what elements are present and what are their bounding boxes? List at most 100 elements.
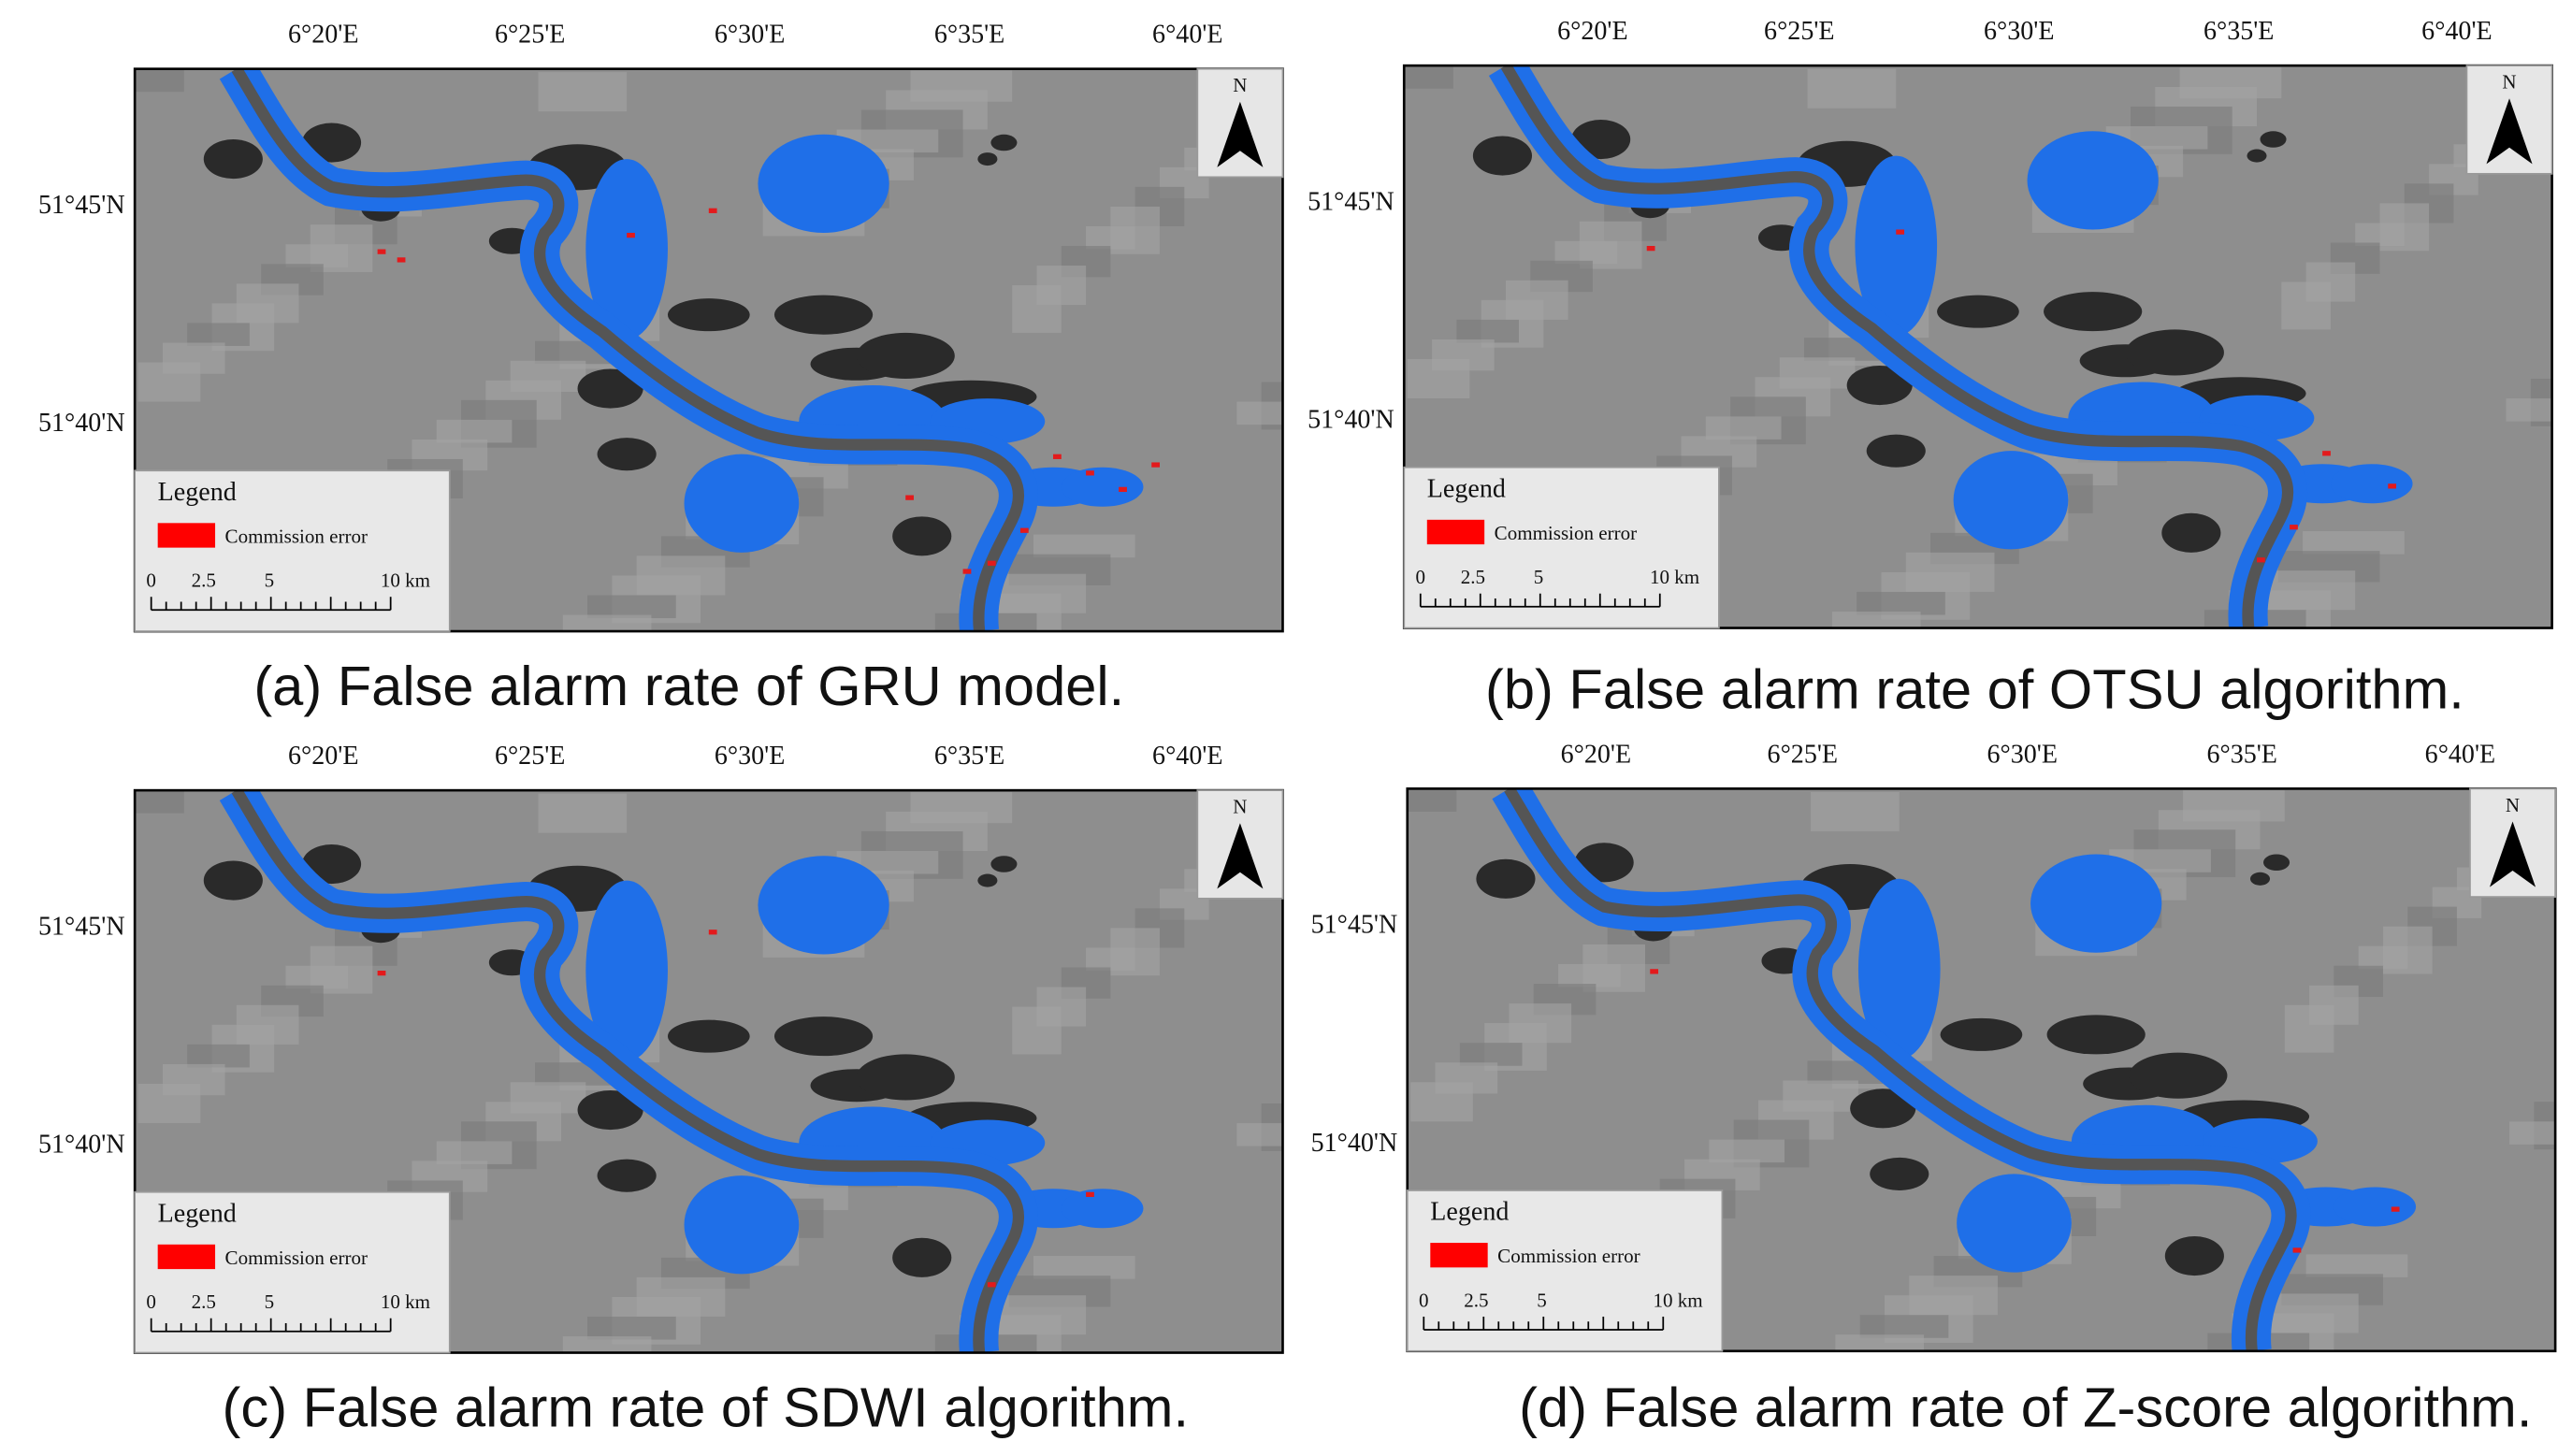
- lake: [597, 438, 657, 471]
- lake: [667, 298, 750, 332]
- lat-label: 51°40'N: [1308, 406, 1394, 435]
- lon-label: 6°25'E: [495, 742, 565, 771]
- lake: [773, 1016, 874, 1057]
- legend-item: Commission error: [1495, 522, 1637, 544]
- lake: [1846, 366, 1913, 406]
- scale-label: 2.5: [192, 569, 216, 592]
- field: [1554, 240, 1618, 265]
- flood: [758, 134, 889, 233]
- field: [2284, 1004, 2334, 1053]
- flood: [2030, 854, 2162, 953]
- lon-label: 6°35'E: [2204, 17, 2274, 46]
- scale-label: 0: [1416, 566, 1426, 588]
- legend-swatch: [1430, 1243, 1488, 1268]
- lake: [1940, 1017, 2023, 1051]
- field: [1407, 788, 1457, 812]
- lon-label: 6°30'E: [715, 742, 785, 771]
- legend-item: Commission error: [225, 525, 368, 547]
- lake: [2164, 1236, 2224, 1276]
- scale-label: 0: [146, 1290, 156, 1313]
- lon-label: 6°20'E: [1561, 740, 1631, 769]
- field: [587, 595, 676, 619]
- scale-label: 5: [265, 1290, 275, 1313]
- commission-speck: [962, 569, 972, 574]
- lon-label: 6°40'E: [1152, 742, 1222, 771]
- legend-item: Commission error: [225, 1247, 368, 1269]
- flood: [1061, 467, 1144, 507]
- lake: [990, 856, 1018, 872]
- lon-label: 6°35'E: [934, 742, 1004, 771]
- lake: [977, 152, 998, 166]
- field: [1456, 319, 1519, 343]
- field: [1410, 1082, 1473, 1122]
- river-channel: [231, 68, 1025, 632]
- flood: [1855, 155, 1938, 337]
- map-panel: N Legend Commission error 0 2.5 5 10 km 6°20'E 6…: [1311, 740, 2557, 1353]
- field: [135, 790, 184, 814]
- lake: [2260, 131, 2287, 148]
- field: [137, 362, 201, 402]
- field: [1236, 401, 1283, 425]
- flood: [758, 856, 889, 955]
- river-channel: [231, 790, 1025, 1353]
- flood: [684, 454, 800, 553]
- commission-speck: [708, 208, 717, 213]
- commission-speck: [377, 249, 386, 254]
- legend-title: Legend: [1430, 1198, 1509, 1227]
- caption: (d) False alarm rate of Z-score algorith…: [1519, 1376, 2532, 1438]
- map-image: [1404, 65, 2552, 628]
- field: [1709, 1139, 1785, 1163]
- scale-label: 10 km: [1653, 1289, 1703, 1311]
- field: [187, 323, 250, 346]
- map-frame: [1406, 787, 2557, 1353]
- lat-label: 51°45'N: [1308, 187, 1394, 216]
- scale-label: 2.5: [1464, 1289, 1488, 1311]
- field: [2358, 945, 2408, 970]
- map-panel: N Legend Commission error 0 2.5 5 10 km 6°20'E 6…: [1308, 17, 2553, 629]
- flood: [1857, 878, 1941, 1060]
- lake: [203, 139, 263, 180]
- commission-speck: [1053, 454, 1062, 459]
- field: [1857, 591, 1945, 615]
- field: [1033, 534, 1135, 558]
- field: [1086, 225, 1135, 250]
- legend-title: Legend: [158, 1199, 237, 1228]
- legend-box: [134, 1190, 451, 1354]
- field: [538, 793, 628, 833]
- lon-label: 6°40'E: [2421, 17, 2492, 46]
- field: [1705, 416, 1782, 440]
- lon-label: 6°30'E: [1984, 17, 2054, 46]
- lake: [892, 516, 952, 556]
- lat-label: 51°40'N: [38, 1131, 125, 1160]
- commission-speck: [2391, 1206, 2400, 1212]
- lon-label: 6°30'E: [715, 21, 785, 50]
- field: [1811, 791, 1900, 831]
- commission-speck: [2322, 451, 2331, 456]
- caption: (a) False alarm rate of GRU model.: [253, 655, 1124, 717]
- north-arrow: [2486, 98, 2533, 165]
- commission-speck: [2290, 525, 2298, 530]
- map-frame: [133, 788, 1284, 1354]
- field: [538, 72, 628, 112]
- lake: [2161, 512, 2221, 553]
- flood: [2330, 464, 2413, 504]
- scale-label: 5: [1537, 1289, 1547, 1311]
- scale-label: 10 km: [381, 569, 431, 592]
- map-frame: [133, 67, 1284, 633]
- map-panel: N Legend Commission error 0 2.5 5 10 km 6°20'E 6…: [38, 742, 1284, 1354]
- commission-speck: [1151, 462, 1160, 468]
- scale-label: 2.5: [1461, 566, 1485, 588]
- field: [2303, 531, 2405, 555]
- flood: [1953, 451, 2069, 550]
- lake: [856, 1054, 955, 1101]
- scale-label: 0: [146, 569, 156, 592]
- lake: [773, 295, 874, 335]
- lake: [1472, 136, 1533, 176]
- legend-swatch: [1426, 519, 1485, 545]
- commission-speck: [1646, 246, 1655, 252]
- lat-label: 51°45'N: [1311, 911, 1398, 940]
- commission-speck: [1119, 486, 1127, 493]
- commission-speck: [2292, 1247, 2302, 1253]
- commission-speck: [377, 971, 386, 976]
